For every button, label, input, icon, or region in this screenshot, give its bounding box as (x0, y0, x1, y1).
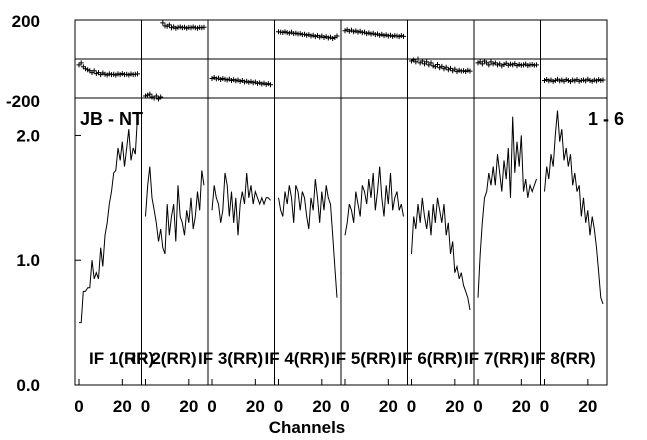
phase-point (439, 63, 445, 69)
phase-point (119, 71, 125, 77)
amplitude-series-4 (278, 179, 338, 298)
phase-point (213, 76, 219, 82)
amplitude-series-3 (211, 172, 271, 236)
phase-point (479, 61, 485, 67)
x-tick-label: 20 (113, 397, 132, 416)
phase-point (432, 64, 438, 70)
phase-point (452, 66, 458, 72)
amplitude-series-1 (79, 116, 138, 324)
phase-point (293, 30, 299, 36)
x-tick-label: 0 (207, 397, 216, 416)
phase-point (428, 60, 434, 66)
x-tick-label: 20 (312, 397, 331, 416)
phase-point (179, 25, 185, 31)
x-tick-label: 20 (179, 397, 198, 416)
phase-point (147, 91, 153, 97)
x-tick-label: 0 (74, 397, 83, 416)
phase-y-tick-bottom: -200 (6, 92, 40, 111)
phase-point (199, 25, 205, 31)
phase-point (259, 81, 265, 87)
phase-point (486, 62, 492, 68)
phase-point (160, 20, 166, 26)
phase-point (591, 77, 597, 83)
annotation-baseline: JB - NT (80, 109, 143, 129)
x-tick-label: 20 (578, 397, 597, 416)
amp-y-tick-label: 2.0 (16, 126, 40, 145)
amplitude-series-7 (477, 116, 537, 298)
phase-point (158, 94, 164, 100)
phase-point (415, 56, 421, 62)
amp-y-tick-label: 0.0 (16, 376, 40, 395)
panel-label-if-2: IF 2(RR) (132, 349, 197, 368)
x-tick-label: 20 (512, 397, 531, 416)
phase-point (465, 67, 471, 73)
phase-point (334, 33, 340, 39)
x-tick-label: 20 (445, 397, 464, 416)
phase-point (166, 22, 172, 28)
panel-label-if-8: IF 8(RR) (531, 349, 596, 368)
panel-label-if-3: IF 3(RR) (198, 349, 263, 368)
panel-label-if-6: IF 6(RR) (398, 349, 463, 368)
phase-point (546, 78, 552, 84)
phase-point (443, 64, 449, 70)
phase-point (220, 76, 226, 81)
x-tick-label: 0 (340, 397, 349, 416)
chart-series: IF 1(RR)IF 2(RR) IF 3(RR) IF 4(RR) IF 5(RR)… (76, 20, 606, 368)
phase-point (359, 30, 365, 36)
phase-point (419, 58, 425, 64)
phase-point (91, 68, 97, 74)
phase-point (401, 33, 406, 39)
phase-point (325, 35, 331, 41)
phase-point (135, 71, 140, 77)
chart-ticks: 2.0 1.0 0.0 0 20 0 20 0 20 0 20 0 20 0 20 0 20 0 20 (16, 126, 597, 416)
panel-label-if-4: IF 4(RR) (265, 349, 330, 368)
amplitude-series-2 (145, 166, 205, 255)
x-tick-label: 0 (473, 397, 482, 416)
phase-point (424, 59, 430, 65)
phase-point (153, 93, 159, 99)
x-axis-label: Channels (269, 418, 346, 437)
amplitude-plot-frame (74, 97, 608, 386)
phase-point (600, 77, 606, 83)
x-tick-label: 20 (246, 397, 265, 416)
panel-label-if-7: IF 7(RR) (464, 349, 529, 368)
amplitude-series-5 (344, 166, 404, 236)
x-tick-label: 0 (274, 397, 283, 416)
phase-y-tick-top: 200 (12, 12, 40, 31)
phase-point (467, 68, 473, 74)
phase-point (525, 63, 531, 69)
phase-point (413, 59, 419, 65)
phase-point (398, 33, 404, 39)
annotation-channels: 1 - 6 (588, 109, 624, 129)
phase-point (246, 79, 252, 85)
phase-point (385, 33, 391, 39)
phase-point (93, 71, 99, 77)
x-tick-label: 0 (540, 397, 549, 416)
x-tick-label: 0 (407, 397, 416, 416)
amplitude-series-8 (544, 110, 604, 305)
phase-point (312, 34, 318, 40)
panel-label-if-5: IF 5(RR) (331, 349, 396, 368)
phase-point (106, 71, 112, 77)
phase-point (280, 29, 286, 35)
amp-y-tick-label: 1.0 (16, 251, 40, 270)
panel-label-if-1: IF 1(RR) (89, 349, 154, 368)
x-tick-label: 20 (379, 397, 398, 416)
phase-point (268, 82, 273, 88)
phase-point (534, 62, 539, 68)
phase-point (372, 32, 378, 38)
amplitude-series-6 (411, 197, 471, 311)
phase-point (201, 24, 207, 30)
phase-point (173, 25, 179, 31)
phase-point (78, 60, 84, 66)
phase-point (126, 72, 132, 78)
x-tick-label: 0 (141, 397, 150, 416)
phase-point (233, 78, 239, 84)
phase-plot-frame (74, 19, 608, 99)
phase-point (435, 61, 440, 67)
